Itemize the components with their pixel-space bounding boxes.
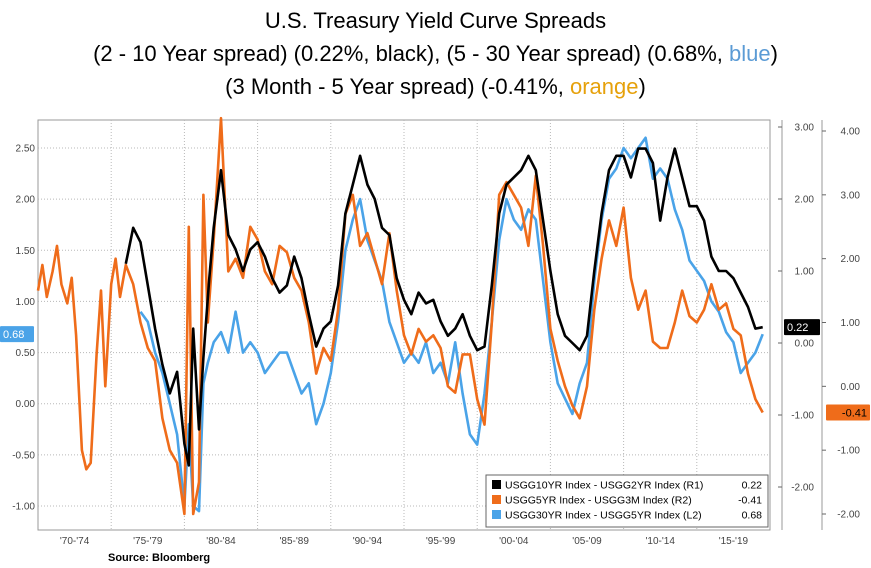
orange-series-line bbox=[36, 116, 764, 516]
chart-subtitle-line2: (2 - 10 Year spread) (0.22%, black), (5 … bbox=[0, 37, 871, 70]
y-tick-label-r2: -2.00 bbox=[837, 510, 860, 521]
y-tick-label-left: -0.50 bbox=[12, 450, 35, 461]
y-tick-label-left: -1.00 bbox=[12, 502, 35, 513]
blue-value-tag: 0.68 bbox=[3, 329, 24, 341]
y-tick-label-r2: 0.00 bbox=[841, 382, 861, 393]
legend-value: 0.68 bbox=[742, 510, 763, 522]
y-tick-label-r1: -2.00 bbox=[791, 483, 814, 494]
x-tick-label: '90-'94 bbox=[353, 536, 383, 547]
orange-value-tag-box bbox=[826, 404, 870, 421]
legend-label: USGG5YR Index - USGG3M Index (R2) bbox=[505, 495, 692, 507]
legend-label: USGG10YR Index - USGG2YR Index (R1) bbox=[505, 480, 703, 492]
x-tick-label: '10-'14 bbox=[645, 536, 675, 547]
y-tick-label-left: 1.50 bbox=[16, 246, 36, 257]
y-tick-label-r2: 4.00 bbox=[841, 127, 861, 138]
chart-subtitle-line3: (3 Month - 5 Year spread) (-0.41%, orang… bbox=[0, 70, 871, 103]
y-tick-label-left: 2.00 bbox=[16, 195, 36, 206]
x-tick-label: '95-'99 bbox=[426, 536, 456, 547]
blue-value-tag-box bbox=[0, 326, 34, 343]
black-value-tag: 0.22 bbox=[787, 322, 808, 334]
black-value-tag-box bbox=[784, 319, 820, 336]
x-tick-label: '05-'09 bbox=[572, 536, 602, 547]
y-tick-label-r1: 2.00 bbox=[795, 195, 815, 206]
legend-box bbox=[485, 474, 769, 528]
y-tick-label-r1: 0.00 bbox=[795, 339, 815, 350]
y-tick-label-r1: -1.00 bbox=[791, 411, 814, 422]
chart-title: U.S. Treasury Yield Curve Spreads bbox=[264, 8, 607, 33]
black-series-line bbox=[124, 147, 763, 467]
legend-label: USGG30YR Index - USGG5YR Index (L2) bbox=[505, 510, 702, 522]
legend-value: 0.22 bbox=[742, 480, 763, 492]
y-tick-label-left: 1.00 bbox=[16, 297, 36, 308]
y-tick-label-r2: 3.00 bbox=[841, 190, 861, 201]
x-tick-label: '00-'04 bbox=[499, 536, 529, 547]
subtitle-text: (3 Month - 5 Year spread) (-0.41%, bbox=[225, 74, 570, 99]
y-tick-label-left: 0.00 bbox=[16, 399, 36, 410]
x-tick-label: '15-'19 bbox=[719, 536, 749, 547]
y-tick-label-left: 0.50 bbox=[16, 348, 36, 359]
subtitle-text: (2 - 10 Year spread) (0.22%, black), (5 … bbox=[93, 41, 729, 66]
orange-value-tag: -0.41 bbox=[842, 408, 867, 420]
y-tick-label-left: 2.50 bbox=[16, 144, 36, 155]
y-tick-label-r1: 3.00 bbox=[795, 123, 815, 134]
x-tick-label: '70-'74 bbox=[60, 536, 90, 547]
chart-title-block: U.S. Treasury Yield Curve Spreads (2 - 1… bbox=[0, 4, 871, 103]
x-tick-label: '85-'89 bbox=[279, 536, 309, 547]
legend-swatch bbox=[492, 495, 501, 504]
x-tick-label: '80-'84 bbox=[206, 536, 236, 547]
legend-swatch bbox=[492, 480, 501, 489]
subtitle-text: ) bbox=[770, 41, 778, 66]
subtitle-orange-word: orange bbox=[570, 74, 639, 99]
x-tick-label: '75-'79 bbox=[133, 536, 163, 547]
y-tick-label-r2: 2.00 bbox=[841, 254, 861, 265]
y-tick-label-r2: -1.00 bbox=[837, 446, 860, 457]
y-tick-label-r1: 1.00 bbox=[795, 267, 815, 278]
subtitle-text: ) bbox=[638, 74, 646, 99]
subtitle-blue-word: blue bbox=[728, 41, 771, 66]
legend-value: -0.41 bbox=[738, 495, 762, 507]
y-tick-label-r2: 1.00 bbox=[841, 318, 861, 329]
source-note: Source: Bloomberg bbox=[108, 552, 211, 564]
legend-swatch bbox=[492, 510, 501, 519]
